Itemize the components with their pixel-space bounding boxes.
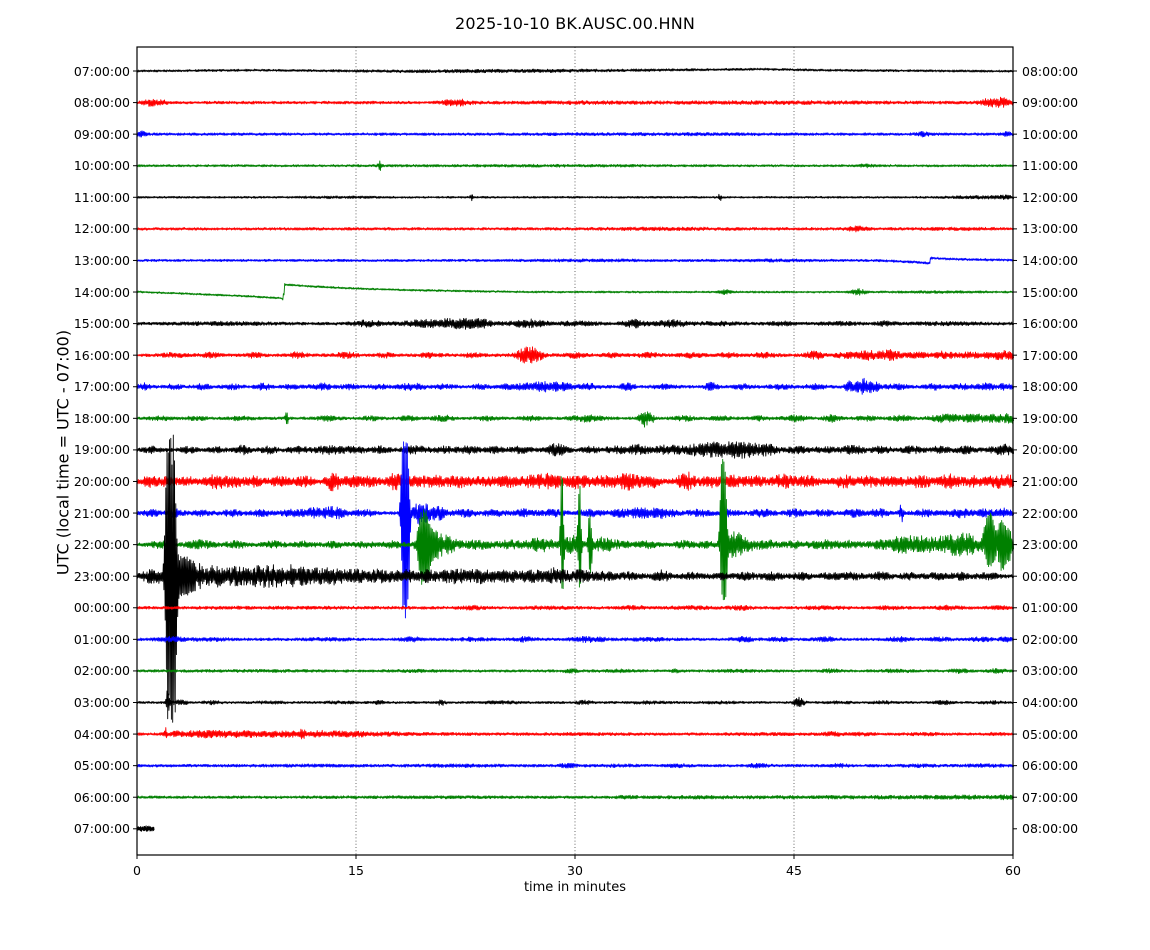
trace-17:00:00 bbox=[136, 377, 1015, 395]
row-label-left-15:00:00: 15:00:00 bbox=[73, 316, 130, 332]
trace-07:00:00 bbox=[136, 67, 1015, 74]
row-label-left-13:00:00: 13:00:00 bbox=[73, 252, 130, 268]
row-label-left-12:00:00: 12:00:00 bbox=[73, 221, 130, 237]
trace-15:00:00 bbox=[136, 317, 1015, 330]
row-label-right-22:00:00: 22:00:00 bbox=[1022, 505, 1079, 521]
row-label-right-13:00:00: 13:00:00 bbox=[1022, 221, 1079, 237]
row-label-right-19:00:00: 19:00:00 bbox=[1022, 410, 1079, 426]
row-label-left-19:00:00: 19:00:00 bbox=[73, 442, 130, 458]
row-label-right-08:00:00: 08:00:00 bbox=[1022, 821, 1079, 837]
row-label-right-23:00:00: 23:00:00 bbox=[1022, 537, 1079, 553]
trace-08:00:00 bbox=[136, 96, 1015, 108]
x-tick-label-45: 45 bbox=[786, 863, 802, 878]
x-tick-label-0: 0 bbox=[133, 863, 141, 878]
x-tick-label-15: 15 bbox=[348, 863, 364, 878]
row-label-right-06:00:00: 06:00:00 bbox=[1022, 758, 1079, 774]
row-label-right-09:00:00: 09:00:00 bbox=[1022, 95, 1079, 111]
row-label-right-15:00:00: 15:00:00 bbox=[1022, 284, 1079, 300]
trace-21:00:00 bbox=[136, 441, 1015, 619]
trace-04:00:00 bbox=[136, 727, 1015, 740]
row-label-right-12:00:00: 12:00:00 bbox=[1022, 189, 1079, 205]
row-label-left-11:00:00: 11:00:00 bbox=[73, 189, 130, 205]
trace-03:00:00 bbox=[136, 690, 1014, 711]
trace-23:00:00 bbox=[136, 434, 1015, 723]
trace-09:00:00 bbox=[136, 130, 1015, 138]
row-label-right-01:00:00: 01:00:00 bbox=[1022, 600, 1079, 616]
row-label-left-23:00:00: 23:00:00 bbox=[73, 568, 130, 584]
row-label-right-08:00:00: 08:00:00 bbox=[1022, 63, 1079, 79]
row-label-left-00:00:00: 00:00:00 bbox=[73, 600, 130, 616]
trace-16:00:00 bbox=[136, 346, 1015, 364]
row-label-right-18:00:00: 18:00:00 bbox=[1022, 379, 1079, 395]
row-label-left-03:00:00: 03:00:00 bbox=[73, 695, 130, 710]
trace-11:00:00 bbox=[136, 193, 1015, 202]
row-label-left-01:00:00: 01:00:00 bbox=[73, 631, 130, 647]
row-label-left-04:00:00: 04:00:00 bbox=[73, 726, 130, 742]
row-label-right-03:00:00: 03:00:00 bbox=[1022, 663, 1079, 679]
trace-22:00:00 bbox=[136, 458, 1015, 601]
row-label-left-07:00:00: 07:00:00 bbox=[73, 821, 130, 837]
row-label-right-21:00:00: 21:00:00 bbox=[1022, 473, 1079, 489]
row-label-left-21:00:00: 21:00:00 bbox=[73, 505, 130, 521]
row-label-left-08:00:00: 08:00:00 bbox=[73, 95, 130, 111]
trace-01:00:00 bbox=[136, 635, 1015, 644]
row-label-left-16:00:00: 16:00:00 bbox=[73, 347, 130, 363]
row-label-left-18:00:00: 18:00:00 bbox=[73, 410, 130, 426]
trace-00:00:00 bbox=[136, 604, 1015, 611]
x-axis-label: time in minutes bbox=[523, 880, 627, 895]
trace-18:00:00 bbox=[136, 411, 1015, 428]
trace-12:00:00 bbox=[136, 225, 1015, 233]
trace-13:00:00 bbox=[136, 256, 1015, 265]
row-label-left-05:00:00: 05:00:00 bbox=[73, 758, 130, 774]
trace-10:00:00 bbox=[136, 160, 1015, 171]
trace-02:00:00 bbox=[136, 668, 1015, 675]
row-label-right-07:00:00: 07:00:00 bbox=[1022, 789, 1079, 805]
row-label-left-17:00:00: 17:00:00 bbox=[73, 379, 130, 395]
row-label-left-02:00:00: 02:00:00 bbox=[73, 663, 130, 679]
row-label-right-10:00:00: 10:00:00 bbox=[1022, 126, 1079, 142]
trace-05:00:00 bbox=[136, 762, 1015, 769]
row-label-right-05:00:00: 05:00:00 bbox=[1022, 726, 1079, 742]
row-label-right-20:00:00: 20:00:00 bbox=[1022, 442, 1079, 458]
trace-06:00:00 bbox=[136, 794, 1015, 801]
row-label-right-16:00:00: 16:00:00 bbox=[1022, 316, 1079, 332]
row-label-left-22:00:00: 22:00:00 bbox=[73, 537, 130, 553]
row-label-left-09:00:00: 09:00:00 bbox=[73, 126, 130, 142]
row-label-left-20:00:00: 20:00:00 bbox=[73, 473, 130, 489]
trace-20:00:00 bbox=[136, 471, 1015, 492]
x-tick-label-60: 60 bbox=[1005, 863, 1021, 878]
row-label-left-07:00:00: 07:00:00 bbox=[73, 63, 130, 79]
row-label-right-14:00:00: 14:00:00 bbox=[1022, 252, 1079, 268]
trace-07:00:00 bbox=[136, 825, 155, 832]
x-tick-label-30: 30 bbox=[567, 863, 583, 878]
row-label-left-14:00:00: 14:00:00 bbox=[73, 284, 130, 300]
row-label-right-17:00:00: 17:00:00 bbox=[1022, 347, 1079, 363]
row-label-right-04:00:00: 04:00:00 bbox=[1022, 695, 1079, 710]
row-label-right-00:00:00: 00:00:00 bbox=[1022, 568, 1079, 584]
plot-title: 2025-10-10 BK.AUSC.00.HNN bbox=[454, 14, 696, 33]
row-label-left-10:00:00: 10:00:00 bbox=[73, 158, 130, 174]
row-label-right-11:00:00: 11:00:00 bbox=[1022, 158, 1079, 174]
trace-19:00:00 bbox=[136, 441, 1015, 459]
row-label-right-02:00:00: 02:00:00 bbox=[1022, 631, 1079, 647]
row-label-left-06:00:00: 06:00:00 bbox=[73, 789, 130, 805]
trace-14:00:00 bbox=[136, 283, 1014, 301]
